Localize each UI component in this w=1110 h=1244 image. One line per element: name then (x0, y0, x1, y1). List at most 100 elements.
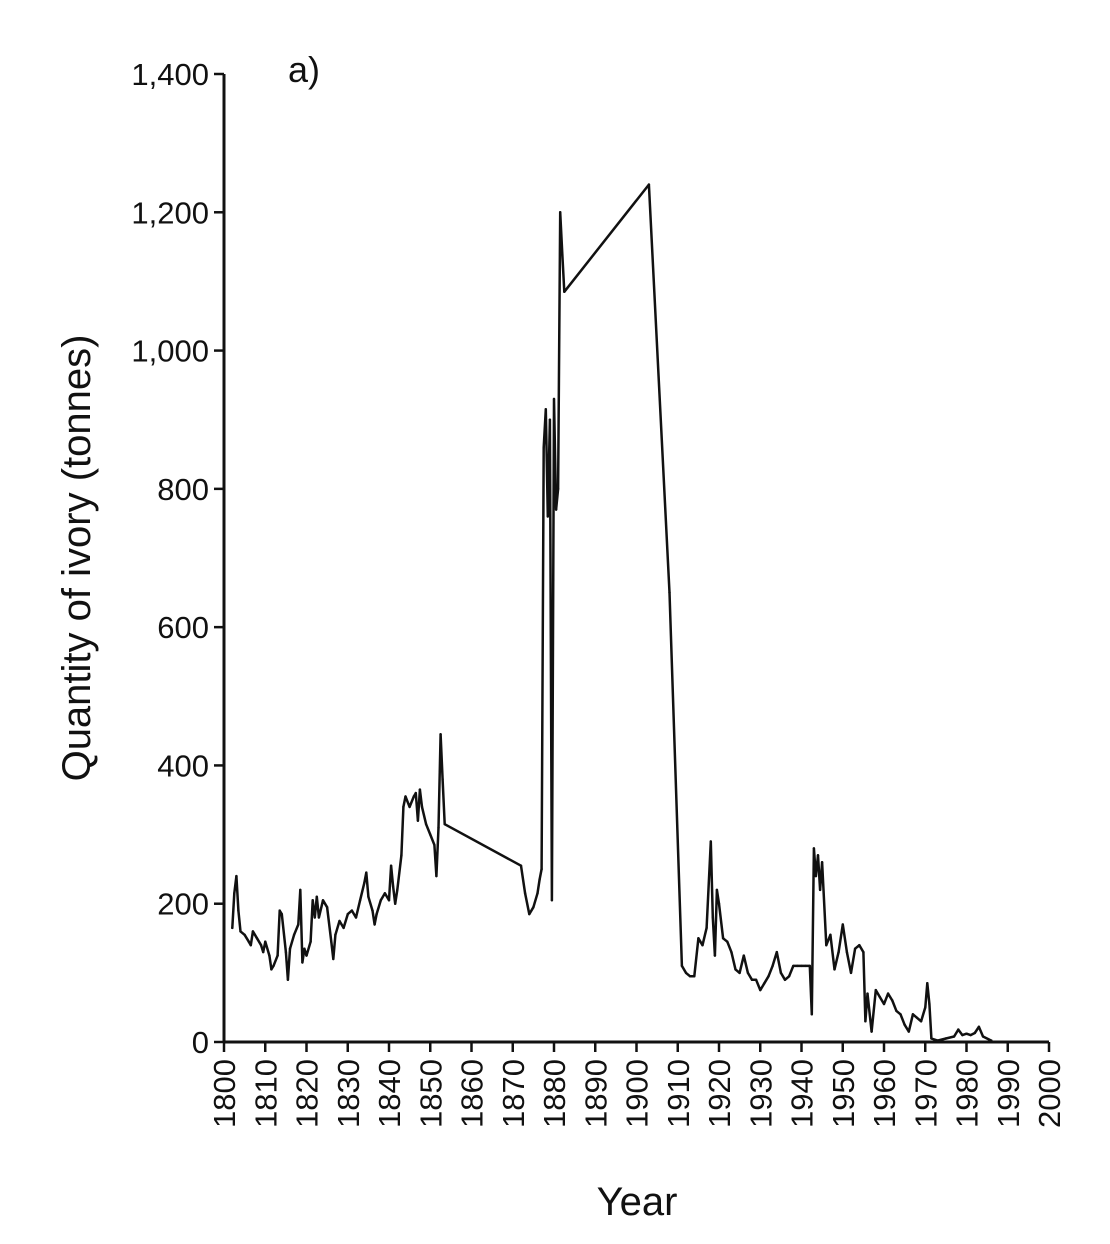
data-point (878, 995, 882, 999)
data-point (332, 957, 335, 961)
data-point (297, 923, 300, 926)
data-point (235, 874, 238, 878)
data-point (936, 1039, 939, 1042)
data-point (365, 871, 368, 874)
data-point (523, 892, 527, 895)
data-point (944, 1037, 948, 1040)
x-tick-label: 1890 (578, 1059, 613, 1128)
data-point (924, 1006, 927, 1009)
x-axis-ticks: 1800 1810 1820 1830 1840 1850 1860 1870 1880 1890… (207, 1042, 1067, 1128)
data-point (882, 1002, 886, 1006)
data-point (957, 1028, 960, 1031)
data-point (849, 971, 853, 975)
x-tick-label: 1810 (248, 1059, 283, 1128)
data-point (439, 733, 442, 736)
data-point (400, 854, 403, 857)
data-point (862, 950, 865, 954)
data-point (792, 964, 795, 968)
data-point (561, 252, 564, 255)
data-point (814, 874, 818, 878)
data-point (313, 916, 316, 919)
data-point (402, 805, 405, 809)
data-point (556, 487, 560, 491)
y-axis-ticks: 0 200 400 600 800 1,000 1,200 1,400 (131, 57, 224, 1060)
data-point (965, 1032, 968, 1035)
data-point (895, 1009, 898, 1013)
data-point (303, 947, 306, 950)
data-point (820, 861, 824, 864)
data-point (544, 408, 547, 411)
data-point (952, 1035, 956, 1038)
data-point (870, 1030, 873, 1033)
data-point (977, 1025, 981, 1029)
data-point (559, 211, 562, 214)
y-axis-title: Quantity of ivory (tonnes) (55, 335, 99, 782)
data-point (389, 864, 393, 867)
data-point (771, 964, 774, 968)
data-point (787, 975, 791, 978)
y-tick-label: 400 (157, 748, 209, 783)
data-point (435, 874, 438, 878)
data-point (899, 1013, 902, 1016)
data-point (396, 888, 399, 892)
data-point (911, 1013, 915, 1016)
data-point (810, 1013, 813, 1016)
data-point (233, 892, 236, 895)
data-point (338, 919, 341, 923)
x-tick-label: 1840 (372, 1059, 407, 1128)
data-point (738, 971, 741, 975)
data-point (286, 978, 290, 981)
data-point (990, 1039, 993, 1042)
x-axis-title: Year (597, 1180, 678, 1224)
series-group (231, 183, 993, 1042)
x-tick-label: 1820 (290, 1059, 325, 1128)
data-point (255, 937, 259, 940)
data-point (317, 916, 321, 919)
data-point (853, 947, 857, 950)
data-point (969, 1033, 972, 1037)
x-tick-label: 1990 (991, 1059, 1026, 1128)
data-point (546, 515, 549, 518)
x-tick-label: 1860 (455, 1059, 490, 1128)
x-tick-label: 2000 (1032, 1059, 1067, 1128)
data-point (688, 975, 692, 978)
data-point (437, 826, 440, 829)
y-tick-label: 1,400 (131, 57, 209, 92)
x-tick-label: 1830 (331, 1059, 366, 1128)
x-tick-label: 1980 (950, 1059, 985, 1128)
data-point (647, 183, 651, 186)
data-point (367, 895, 370, 898)
data-point (750, 978, 754, 981)
x-tick-label: 1800 (207, 1059, 242, 1128)
data-point (268, 954, 271, 957)
data-point (354, 916, 358, 919)
data-point (424, 823, 428, 826)
data-point (754, 978, 758, 981)
data-point (315, 895, 318, 898)
data-point (301, 961, 304, 964)
data-point (270, 968, 273, 971)
data-point (536, 892, 539, 895)
x-tick-label: 1910 (661, 1059, 696, 1128)
data-point (693, 975, 696, 978)
x-tick-label: 1920 (702, 1059, 737, 1128)
data-point (907, 1030, 910, 1033)
data-point (841, 923, 844, 926)
data-point (866, 992, 869, 995)
data-point (538, 878, 541, 881)
data-point (278, 909, 281, 912)
data-point (247, 940, 250, 943)
data-point (373, 923, 376, 926)
data-point (334, 933, 337, 936)
data-point (249, 944, 252, 947)
data-point (833, 968, 836, 971)
plot-area: 0 200 400 600 800 1,000 1,200 1,400 1800 1810 182… (131, 57, 1067, 1128)
data-point (394, 902, 397, 905)
data-point (742, 954, 745, 957)
series-line (231, 183, 993, 1042)
data-point (800, 964, 803, 968)
data-point (363, 881, 366, 885)
data-point (540, 867, 543, 871)
data-point (542, 446, 545, 449)
y-tick-label: 0 (192, 1025, 209, 1060)
